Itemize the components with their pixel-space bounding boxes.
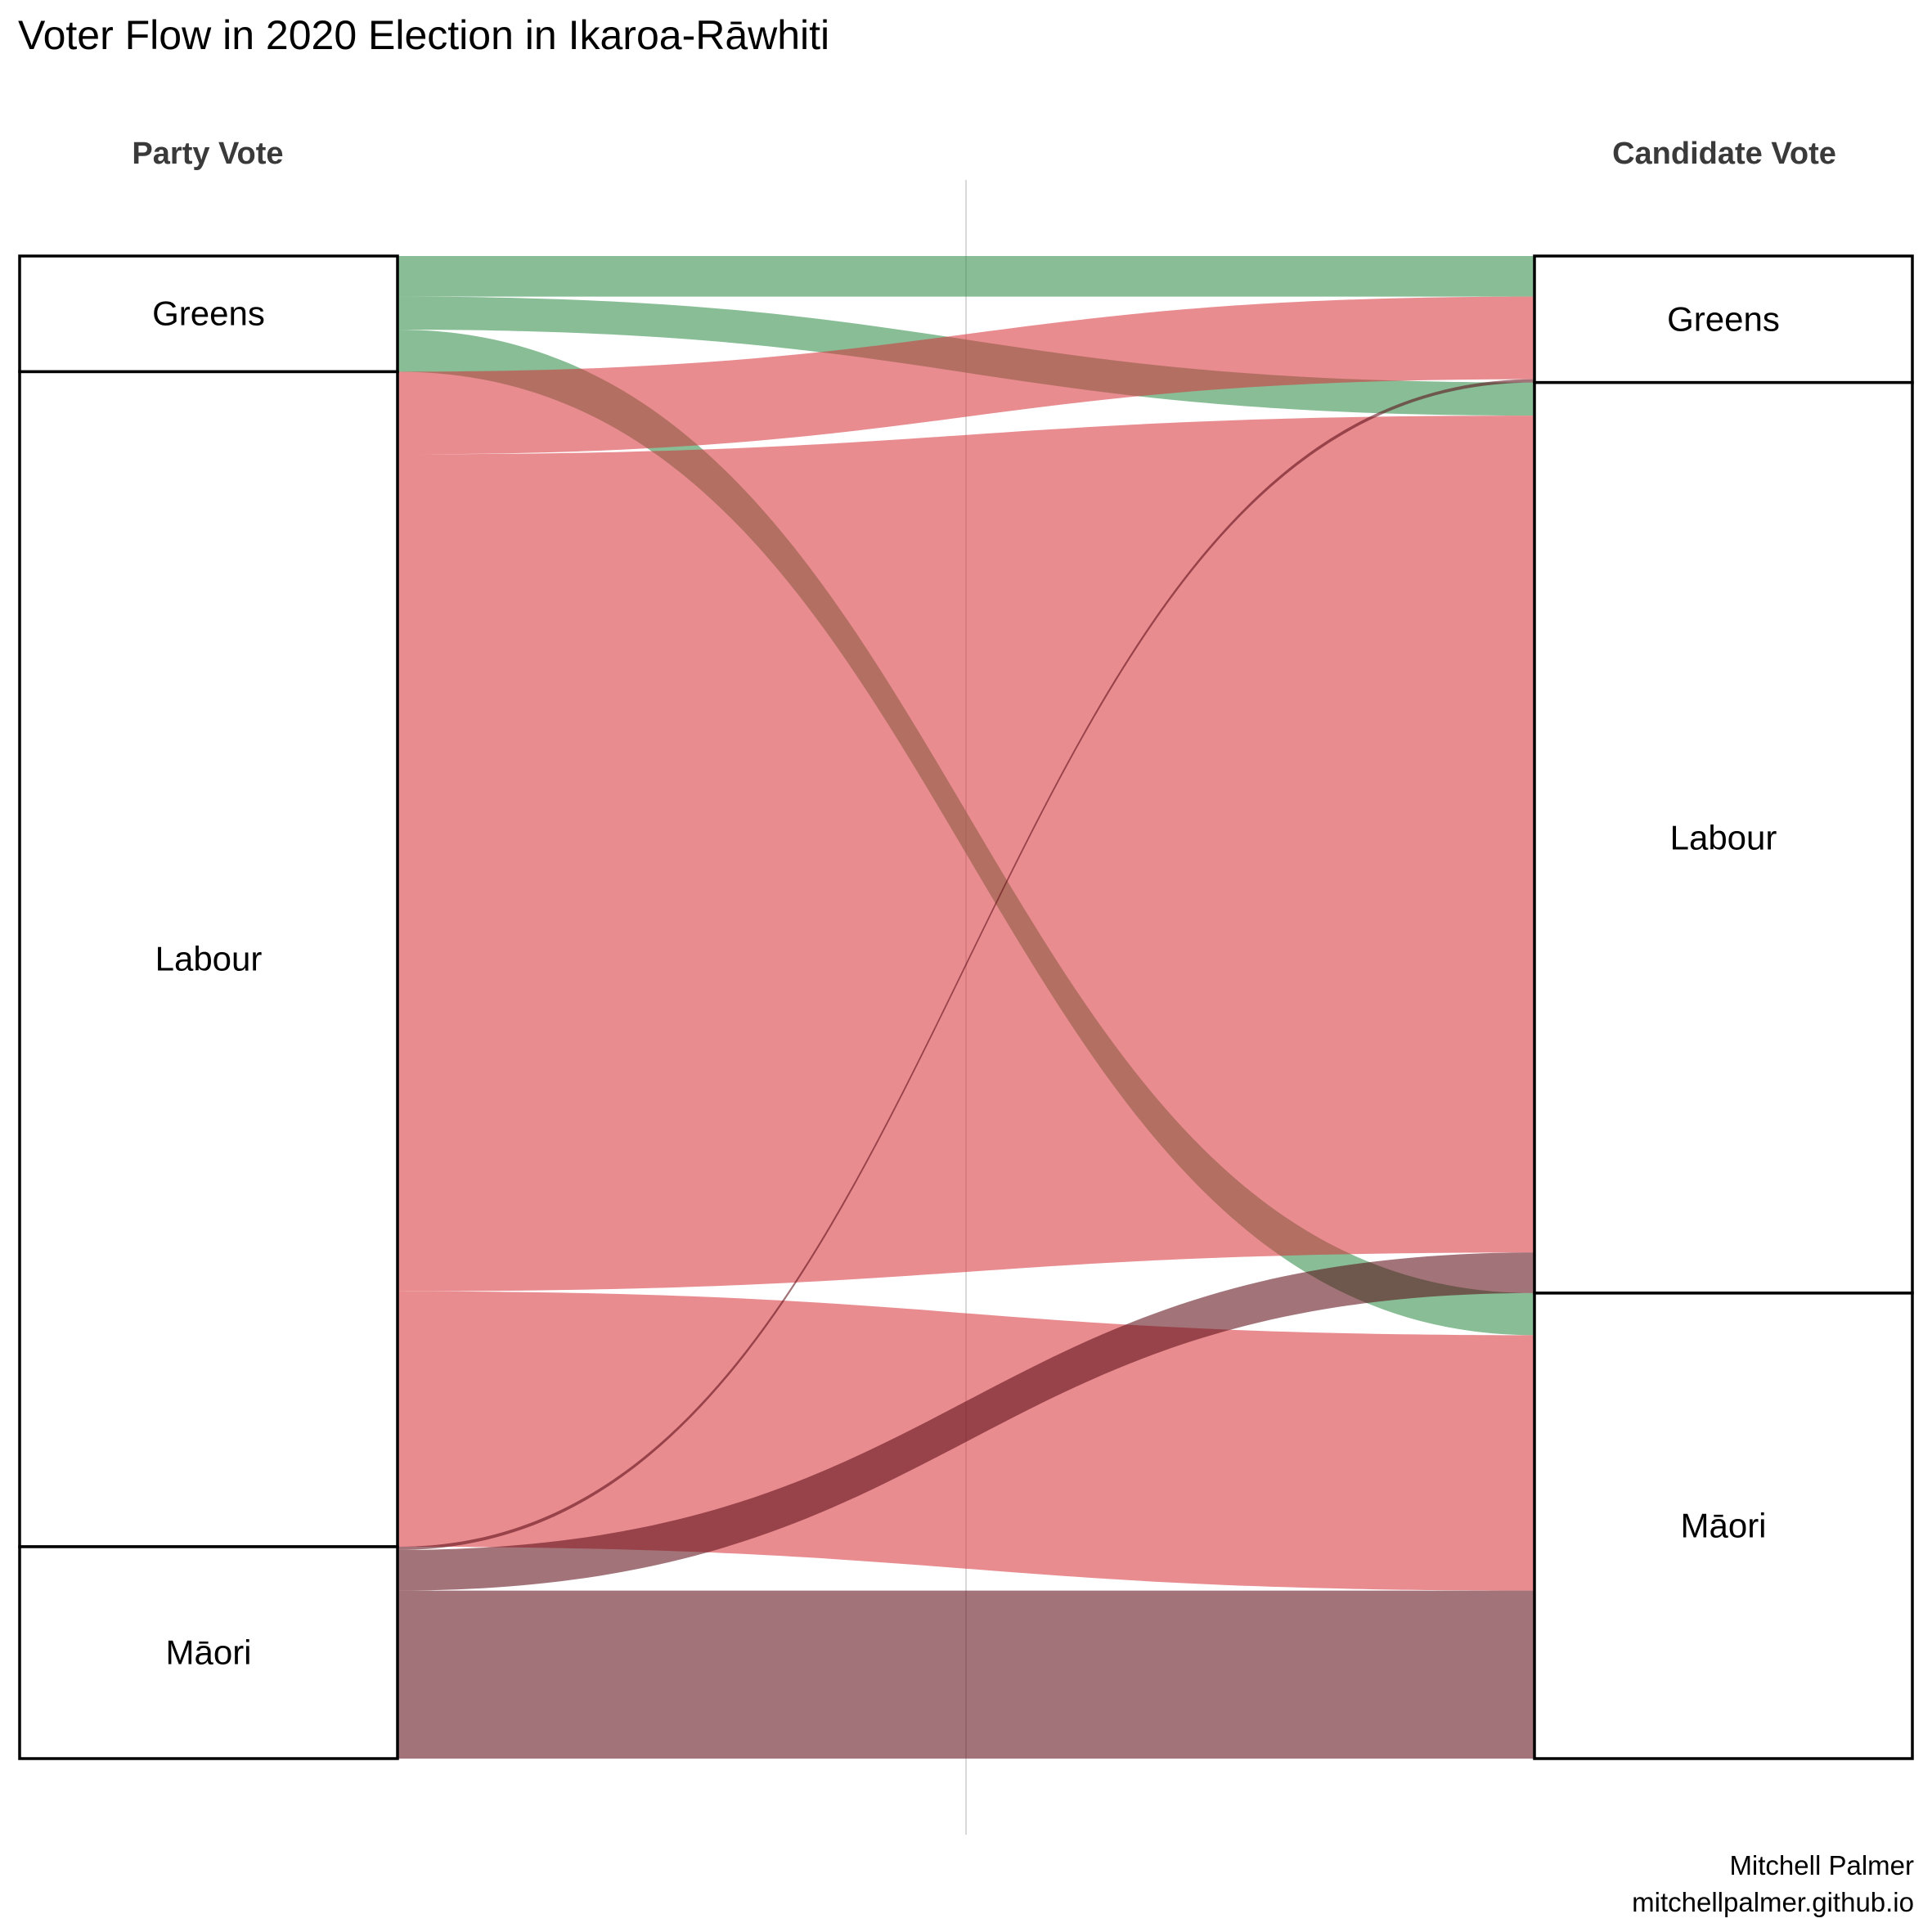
flow-mori-to-greens xyxy=(398,379,1534,1551)
flow-labour-to-greens xyxy=(398,296,1534,455)
caption-author: Mitchell Palmer xyxy=(1729,1850,1914,1880)
right-node-label: Māori xyxy=(1680,1506,1766,1544)
left-node-label: Greens xyxy=(152,294,265,333)
right-node-label: Greens xyxy=(1667,299,1780,338)
left-node-label: Māori xyxy=(165,1633,251,1671)
left-node-greens xyxy=(18,254,399,374)
flow-mori-to-labour xyxy=(398,1252,1534,1591)
caption-url: mitchellpalmer.github.io xyxy=(1632,1887,1914,1917)
left-node-mori xyxy=(18,1545,399,1760)
left-node-labour xyxy=(18,370,399,1548)
right-node-label: Labour xyxy=(1670,818,1777,856)
axis-title-right: Candidate Vote xyxy=(1612,137,1836,171)
flow-ribbons xyxy=(398,256,1534,1759)
flow-mori-to-mori xyxy=(398,1590,1534,1759)
strata-nodes: Greens Labour Māori Greens Labour Māori xyxy=(18,254,1914,1760)
right-node-mori xyxy=(1533,1292,1914,1760)
chart-title: Voter Flow in 2020 Election in Ikaroa-Rā… xyxy=(18,12,829,58)
flow-labour-to-labour xyxy=(398,416,1534,1292)
flow-greens-to-greens xyxy=(398,256,1534,297)
right-node-greens xyxy=(1533,254,1914,384)
right-node-labour xyxy=(1533,380,1914,1295)
left-node-label: Labour xyxy=(155,940,263,978)
axis-title-left: Party Vote xyxy=(132,137,283,171)
